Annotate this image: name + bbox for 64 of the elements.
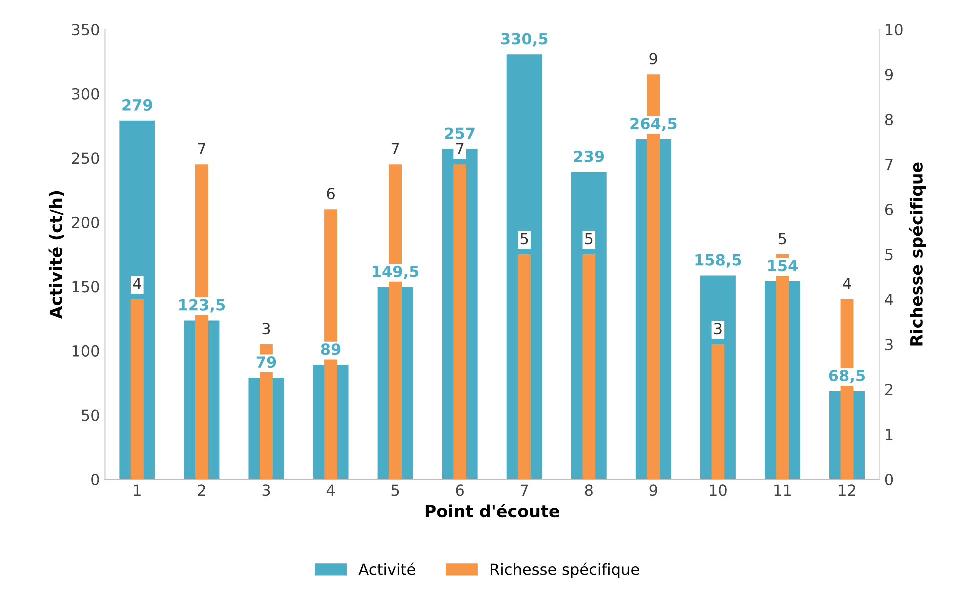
bar [712, 344, 725, 480]
data-label: 330,5 [501, 33, 548, 47]
x-tick-label: 1 [134, 484, 141, 496]
y2-tick-label: 5 [886, 249, 893, 261]
y-tick-label: 0 [92, 474, 100, 486]
data-label: 264,5 [630, 118, 677, 132]
x-tick-label: 7 [521, 484, 528, 496]
data-label: 239 [574, 150, 604, 162]
data-label: 154 [768, 260, 798, 272]
y2-tick-label: 9 [885, 69, 894, 81]
x-tick-label: 2 [198, 484, 206, 496]
y2-tick-label: 1 [886, 429, 893, 440]
y2-axis-title: Richesse spécifique [909, 162, 926, 346]
legend-label: Richesse spécifique [490, 562, 640, 578]
data-label: 279 [122, 99, 152, 111]
x-tick-label: 11 [774, 484, 792, 496]
bar [130, 300, 144, 480]
y2-tick-label: 3 [886, 339, 893, 351]
legend-label: Activité [358, 562, 416, 576]
x-axis-title: Point d'écoute [426, 504, 560, 518]
y-axis-title: Activité (ct/h) [48, 191, 64, 320]
y-tick-label: 300 [72, 88, 100, 100]
data-label: 3 [714, 323, 722, 335]
data-label: 3 [262, 323, 270, 335]
bar [582, 254, 596, 480]
x-tick-label: 4 [326, 484, 336, 496]
y-tick-label: 250 [72, 152, 100, 164]
data-label: 5 [779, 233, 786, 245]
bar [518, 254, 532, 480]
data-label: 4 [843, 278, 852, 290]
data-label: 5 [520, 233, 528, 245]
x-tick-label: 6 [456, 484, 464, 496]
data-label: 89 [321, 344, 341, 356]
y-tick-label: 200 [72, 216, 100, 228]
y2-tick-label: 6 [885, 204, 894, 216]
data-label: 7 [198, 143, 206, 154]
y2-tick-label: 8 [885, 114, 894, 126]
y2-tick-label: 7 [886, 159, 893, 170]
x-tick-label: 8 [585, 484, 593, 496]
data-label: 158,5 [696, 254, 742, 268]
x-tick-label: 5 [392, 484, 400, 496]
data-label: 6 [327, 188, 335, 200]
x-tick-label: 12 [839, 484, 856, 496]
data-label: 79 [256, 356, 276, 368]
y-tick-label: 50 [82, 410, 100, 422]
y-tick-label: 150 [72, 281, 100, 293]
data-label: 149,5 [373, 266, 419, 280]
data-label: 9 [650, 53, 658, 65]
x-tick-label: 10 [710, 484, 727, 496]
y2-tick-label: 0 [885, 474, 894, 486]
data-label: 257 [445, 128, 475, 140]
y-tick-label: 100 [72, 345, 100, 357]
x-tick-label: 9 [650, 484, 658, 496]
data-label: 68,5 [829, 370, 866, 384]
data-label: 4 [133, 278, 142, 290]
data-label: 5 [585, 233, 593, 245]
y2-tick-label: 4 [885, 294, 894, 306]
y2-tick-label: 10 [886, 24, 903, 36]
data-label: 7 [392, 143, 400, 154]
data-label: 7 [456, 143, 464, 154]
y-tick-label: 350 [72, 24, 100, 36]
data-label: 123,5 [180, 299, 226, 313]
y2-tick-label: 2 [886, 384, 893, 396]
x-tick-label: 3 [262, 484, 270, 496]
